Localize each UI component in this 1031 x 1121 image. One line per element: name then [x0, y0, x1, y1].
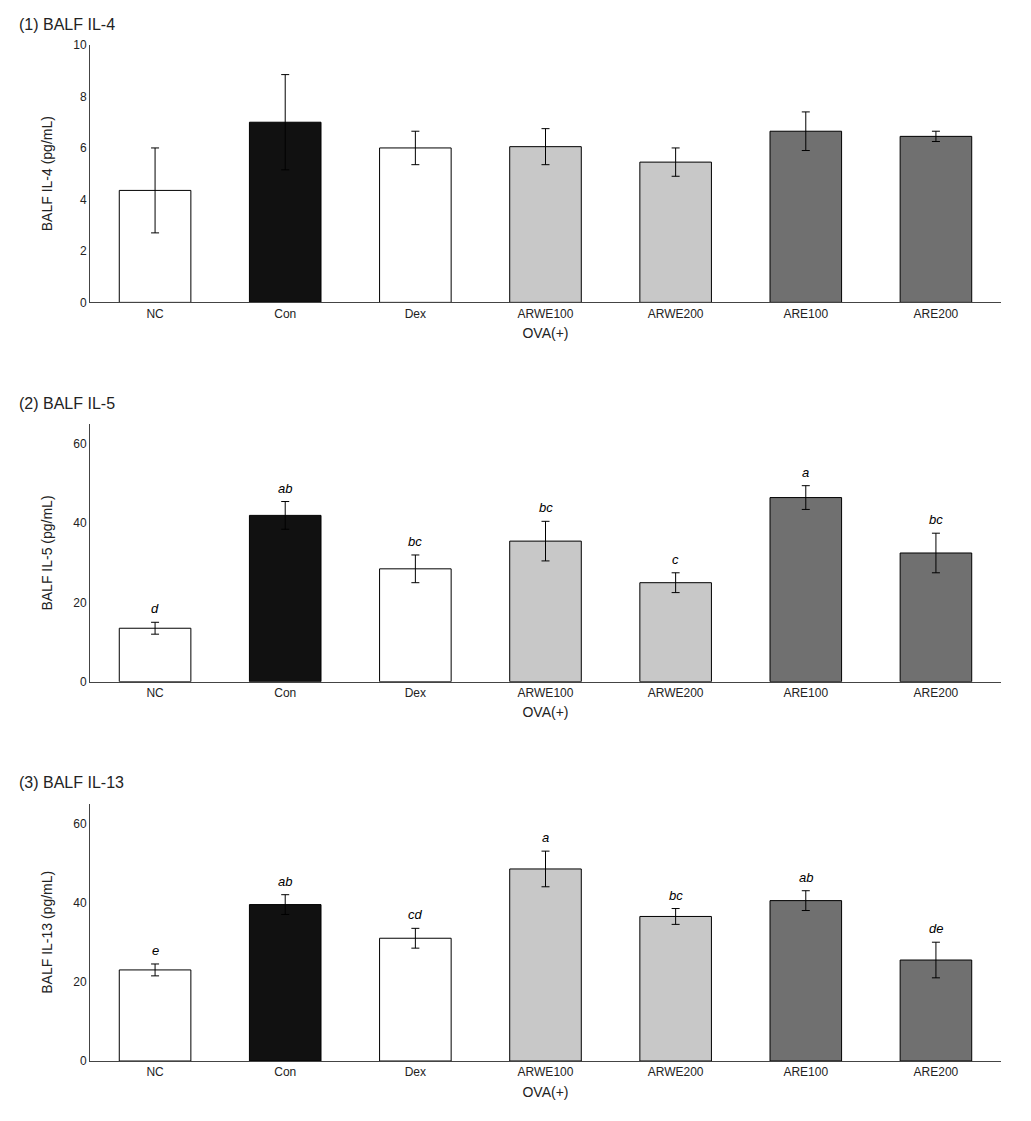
svg-text:ab: ab — [278, 481, 292, 496]
svg-text:ARWE100: ARWE100 — [518, 1065, 574, 1079]
svg-text:(3) BALF IL-13: (3) BALF IL-13 — [19, 774, 124, 791]
svg-text:a: a — [802, 465, 809, 480]
svg-text:20: 20 — [73, 596, 87, 610]
svg-text:NC: NC — [146, 1065, 164, 1079]
svg-text:BALF IL-4 (pg/mL): BALF IL-4 (pg/mL) — [39, 116, 55, 231]
svg-text:(1) BALF IL-4: (1) BALF IL-4 — [19, 16, 115, 33]
svg-text:10: 10 — [73, 38, 87, 52]
svg-text:OVA(+): OVA(+) — [522, 325, 568, 341]
svg-text:ARWE100: ARWE100 — [518, 686, 574, 700]
svg-text:Dex: Dex — [405, 686, 426, 700]
svg-text:Con: Con — [274, 307, 296, 321]
svg-text:20: 20 — [73, 975, 87, 989]
svg-text:60: 60 — [73, 817, 87, 831]
svg-text:ARE100: ARE100 — [783, 686, 828, 700]
svg-text:ARE200: ARE200 — [914, 686, 959, 700]
svg-text:ARE100: ARE100 — [783, 1065, 828, 1079]
svg-text:ARE200: ARE200 — [914, 1065, 959, 1079]
svg-text:ab: ab — [799, 870, 813, 885]
svg-text:40: 40 — [73, 896, 87, 910]
svg-text:bc: bc — [929, 512, 943, 527]
svg-text:Con: Con — [274, 686, 296, 700]
svg-text:bc: bc — [539, 500, 553, 515]
svg-text:8: 8 — [80, 90, 87, 104]
svg-text:bc: bc — [408, 534, 422, 549]
svg-text:Con: Con — [274, 1065, 296, 1079]
svg-text:NC: NC — [146, 307, 164, 321]
svg-text:e: e — [152, 943, 159, 958]
svg-text:c: c — [672, 552, 679, 567]
svg-text:0: 0 — [80, 296, 87, 310]
svg-text:(2) BALF IL-5: (2) BALF IL-5 — [19, 395, 115, 412]
svg-text:ab: ab — [278, 874, 292, 889]
svg-text:60: 60 — [73, 437, 87, 451]
svg-text:NC: NC — [146, 686, 164, 700]
svg-text:0: 0 — [80, 675, 87, 689]
svg-text:a: a — [542, 830, 549, 845]
svg-text:ARWE200: ARWE200 — [648, 1065, 704, 1079]
svg-text:2: 2 — [80, 244, 87, 258]
svg-text:40: 40 — [73, 516, 87, 530]
svg-text:ARE100: ARE100 — [783, 307, 828, 321]
svg-text:ARWE100: ARWE100 — [518, 307, 574, 321]
svg-text:BALF IL-5 (pg/mL): BALF IL-5 (pg/mL) — [39, 495, 55, 610]
svg-text:bc: bc — [669, 888, 683, 903]
svg-text:4: 4 — [80, 193, 87, 207]
svg-text:cd: cd — [408, 907, 423, 922]
svg-text:ARWE200: ARWE200 — [648, 686, 704, 700]
svg-text:BALF IL-13 (pg/mL): BALF IL-13 (pg/mL) — [39, 871, 55, 994]
svg-text:0: 0 — [80, 1054, 87, 1068]
svg-text:Dex: Dex — [405, 307, 426, 321]
svg-text:OVA(+): OVA(+) — [522, 704, 568, 720]
svg-text:6: 6 — [80, 141, 87, 155]
svg-text:ARE200: ARE200 — [914, 307, 959, 321]
svg-text:OVA(+): OVA(+) — [522, 1084, 568, 1100]
svg-text:de: de — [929, 921, 943, 936]
svg-text:Dex: Dex — [405, 1065, 426, 1079]
svg-text:d: d — [151, 601, 159, 616]
svg-text:ARWE200: ARWE200 — [648, 307, 704, 321]
